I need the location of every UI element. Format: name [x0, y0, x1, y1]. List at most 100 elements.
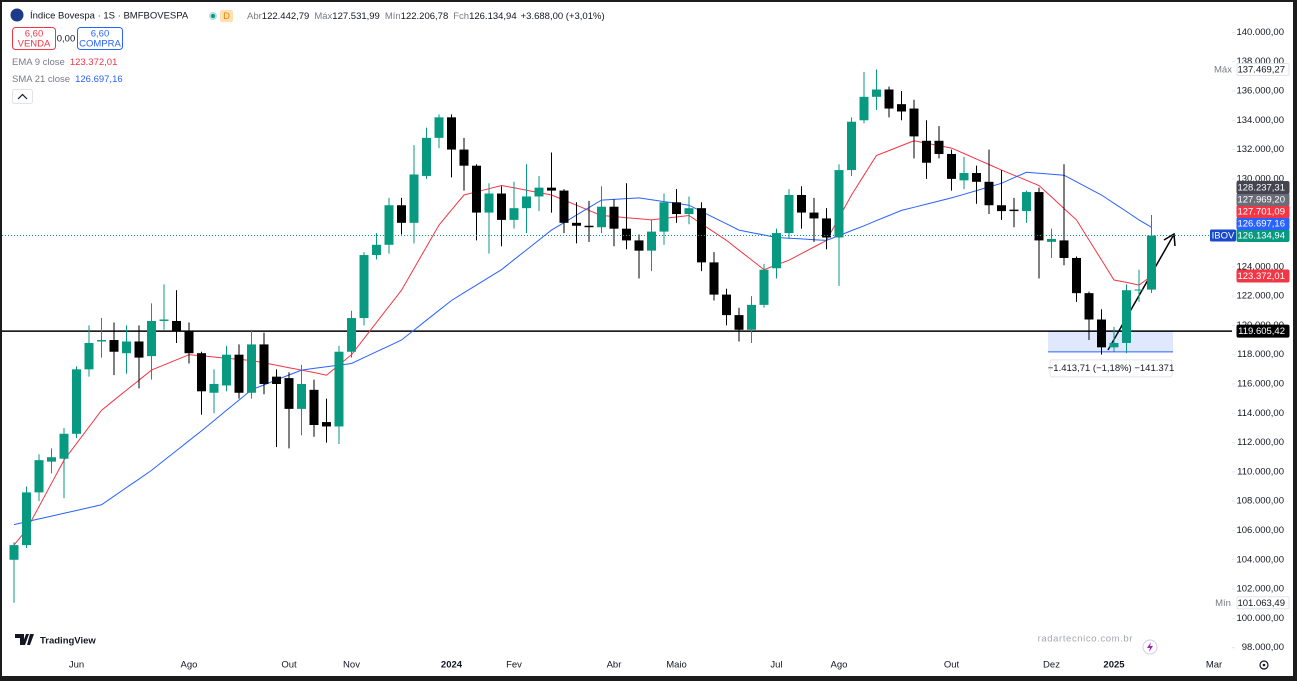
candle-body	[897, 104, 906, 112]
y-tick-label: 102.000,00	[1236, 584, 1284, 595]
y-tick-label: 134.000,00	[1236, 115, 1284, 126]
candle-body	[1122, 290, 1131, 343]
buy-button[interactable]	[77, 27, 123, 50]
candle-body	[259, 344, 269, 384]
candle-body	[284, 378, 294, 409]
candle-body	[459, 149, 469, 166]
candle-body	[884, 89, 894, 109]
ohlc-label: Abr	[247, 11, 262, 22]
symbol-icon[interactable]	[10, 8, 24, 22]
candle-body	[984, 181, 994, 206]
y-tick-label: 106.000,00	[1236, 525, 1284, 536]
price-badge-label: 127.701,09	[1237, 207, 1285, 218]
candle-body	[1072, 257, 1081, 294]
candle-body	[522, 196, 531, 209]
candle-body	[122, 341, 131, 354]
candle-body	[1084, 293, 1094, 320]
candle-body	[222, 354, 231, 386]
collapse-button[interactable]	[12, 89, 33, 104]
candle-body	[659, 202, 669, 232]
candle-body	[447, 117, 456, 150]
candle-body	[972, 173, 981, 182]
delay-badge-box[interactable]	[220, 10, 233, 22]
y-tick-label: 112.000,00	[1237, 437, 1284, 448]
ohlc-value: 126.134,94	[469, 11, 517, 22]
candle-body	[684, 208, 694, 215]
candle-body	[1009, 209, 1019, 212]
candle-body	[772, 233, 781, 269]
sell-label[interactable]: VENDA	[18, 39, 51, 50]
ohlc-label: Mín	[385, 11, 401, 22]
candle-body	[59, 433, 69, 459]
indicator-value: 126.697,16	[75, 74, 123, 85]
candle-body	[147, 320, 156, 357]
candle-body	[434, 117, 444, 138]
y-tick-label: 116.000,00	[1237, 378, 1284, 389]
tradingview-icon	[15, 634, 34, 645]
status-dot-core	[211, 14, 215, 18]
symbol-title[interactable]: Índice Bovespa · 1S · BMFBOVESPA	[30, 11, 189, 22]
tradingview-logo: TradingView	[40, 636, 96, 647]
y-tick-label: 98.000,00	[1242, 642, 1284, 653]
buy-label[interactable]: COMPRA	[79, 39, 121, 50]
candle-body	[84, 342, 94, 370]
ohlc-label: Fch	[453, 11, 469, 22]
candle-body	[209, 383, 219, 393]
delay-badge[interactable]: D	[223, 11, 230, 22]
x-tick-label: 2025	[1103, 660, 1125, 671]
candle-body	[497, 193, 506, 220]
settings-icon-core[interactable]	[1262, 663, 1266, 667]
candle-body	[722, 294, 731, 316]
buy-price[interactable]: 6,60	[91, 29, 110, 40]
ohlc-value: 122.442,79	[262, 11, 310, 22]
candle-body	[1134, 289, 1144, 291]
ohlc-value: 127.531,99	[332, 11, 380, 22]
candle-body	[422, 137, 431, 176]
candle-body	[1147, 235, 1156, 290]
candle-body	[959, 173, 969, 181]
y-tick-label: 122.000,00	[1236, 291, 1284, 302]
settings-icon[interactable]	[1259, 660, 1269, 670]
sell-button[interactable]	[12, 27, 56, 50]
indicator-line	[13, 171, 1152, 526]
price-badge-label: 137.469,27	[1237, 64, 1285, 75]
candle-body	[1022, 192, 1031, 212]
x-tick-label: Fev	[506, 660, 522, 671]
ohlc-change: +3.688,00 (+3,01%)	[521, 11, 605, 22]
ohlc-value: 122.206,78	[401, 11, 449, 22]
y-tick-label: 104.000,00	[1236, 554, 1284, 565]
price-badge-label: 101.063,49	[1237, 598, 1285, 609]
candle-body	[509, 208, 519, 220]
candle-body	[1109, 342, 1119, 348]
candle-body	[634, 240, 644, 251]
candle-body	[934, 140, 944, 154]
candle-body	[484, 193, 494, 213]
indicator-name: SMA 21 close	[12, 74, 70, 85]
x-tick-label: Mar	[1206, 660, 1222, 671]
candle-body	[322, 422, 331, 427]
candle-body	[134, 341, 144, 358]
candle-body	[159, 319, 169, 321]
candle-body	[272, 376, 281, 384]
price-badge	[1236, 62, 1290, 76]
candle-body	[72, 369, 81, 434]
sell-price[interactable]: 6,60	[25, 29, 44, 40]
candle-body	[647, 231, 656, 251]
bolt-icon[interactable]	[1147, 642, 1153, 652]
measure-label: −1.413,71 (−1,18%) −141.371	[1048, 363, 1175, 374]
candle-body	[872, 89, 881, 97]
candle-body	[472, 165, 481, 213]
ohlc-legend: Abr122.442,79 Máx127.531,99 Mín122.206,78 F…	[247, 11, 605, 22]
candle-body	[97, 340, 106, 342]
candle-body	[997, 205, 1006, 212]
price-badge-label: 123.372,01	[1237, 271, 1285, 282]
candle-body	[297, 383, 306, 409]
candle-body	[809, 212, 819, 219]
candle-body	[759, 269, 769, 305]
candle-body	[859, 96, 869, 121]
price-badge-tag-label: IBOV	[1212, 231, 1235, 242]
price-badge-tag	[1210, 229, 1236, 242]
collapse-icon[interactable]	[17, 93, 28, 100]
